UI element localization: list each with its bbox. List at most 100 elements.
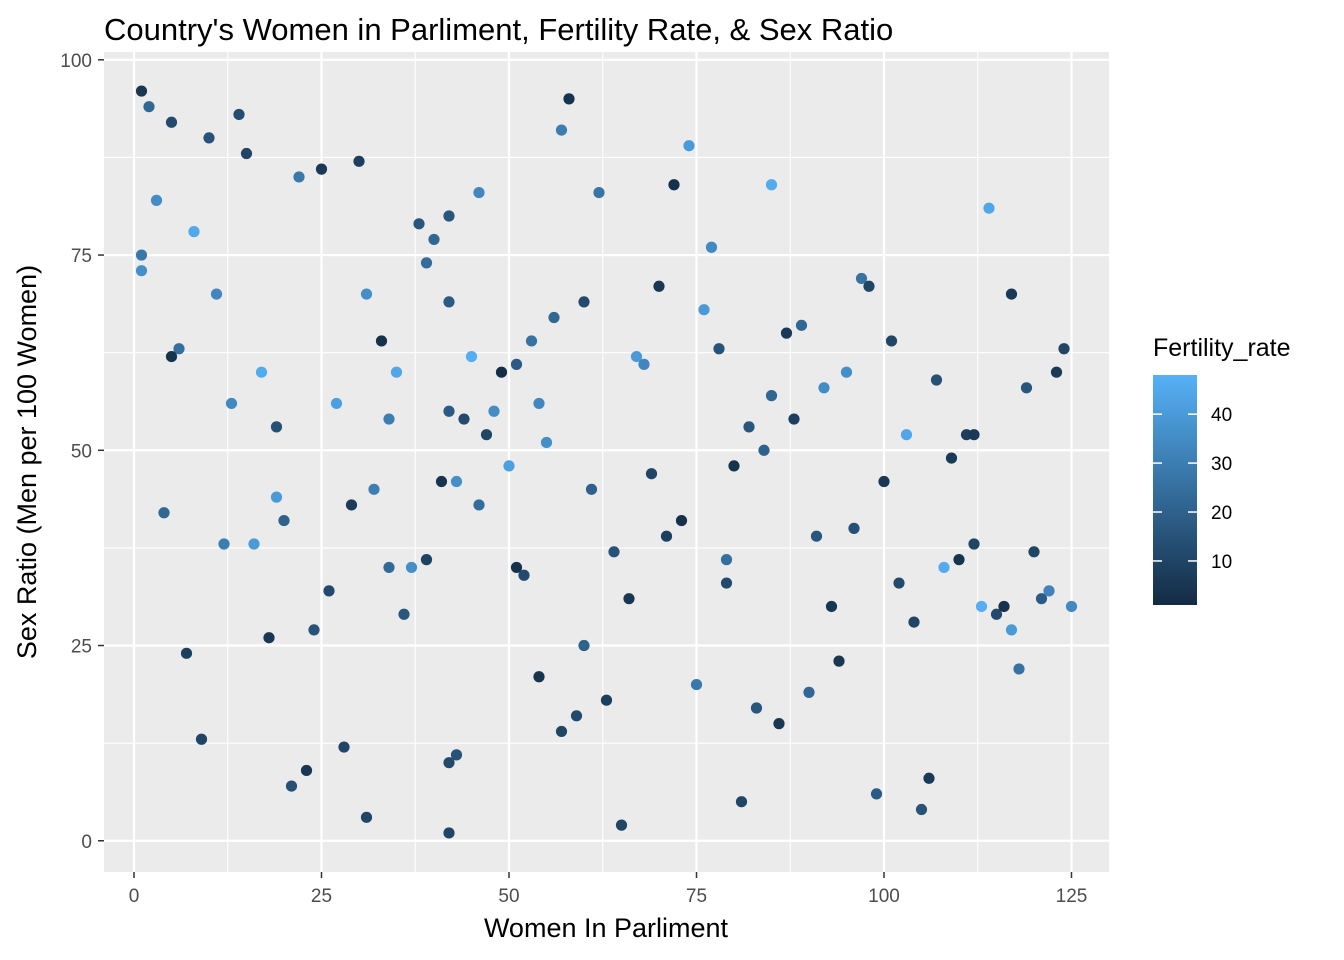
data-point bbox=[563, 93, 575, 105]
data-point bbox=[465, 350, 478, 363]
data-point bbox=[848, 522, 860, 534]
legend-colorbar bbox=[1153, 375, 1197, 605]
data-point bbox=[360, 288, 373, 300]
data-points bbox=[135, 85, 1078, 839]
data-point bbox=[1013, 663, 1025, 675]
data-point bbox=[773, 718, 785, 730]
data-point bbox=[345, 499, 358, 511]
data-point bbox=[458, 413, 470, 425]
data-point bbox=[135, 265, 148, 277]
data-point bbox=[443, 210, 455, 222]
axes: 0 25 50 75 100 125 0 25 50 75 100 bbox=[60, 51, 1087, 907]
data-point bbox=[675, 514, 688, 527]
data-point bbox=[420, 554, 433, 566]
data-point bbox=[510, 561, 523, 574]
data-point bbox=[1065, 600, 1078, 613]
data-point bbox=[353, 155, 365, 167]
data-point bbox=[585, 483, 598, 495]
data-point bbox=[308, 624, 320, 636]
data-point bbox=[218, 538, 230, 550]
data-point bbox=[480, 429, 493, 441]
data-point bbox=[248, 538, 260, 550]
data-point bbox=[908, 616, 920, 628]
data-point bbox=[338, 741, 350, 753]
data-point bbox=[923, 772, 935, 784]
data-point bbox=[270, 491, 283, 503]
data-point bbox=[518, 569, 530, 581]
data-point bbox=[893, 577, 905, 589]
y-tick-label: 75 bbox=[71, 246, 92, 267]
data-point bbox=[743, 421, 755, 433]
data-point bbox=[300, 764, 313, 777]
data-point bbox=[533, 671, 545, 683]
data-point bbox=[210, 288, 223, 300]
data-point bbox=[473, 499, 485, 511]
data-point bbox=[1028, 546, 1040, 558]
data-point bbox=[1043, 585, 1055, 597]
legend-break-label: 20 bbox=[1211, 503, 1232, 524]
data-point bbox=[968, 538, 980, 550]
data-point bbox=[630, 350, 643, 363]
data-point bbox=[428, 233, 440, 246]
data-point bbox=[188, 226, 200, 238]
data-point bbox=[383, 561, 395, 574]
data-point bbox=[758, 444, 770, 456]
y-tick-label: 25 bbox=[71, 637, 92, 658]
data-point bbox=[998, 600, 1010, 613]
data-point bbox=[863, 280, 875, 292]
data-point bbox=[930, 374, 943, 386]
data-point bbox=[818, 382, 830, 394]
data-point bbox=[420, 257, 433, 269]
data-point bbox=[443, 827, 455, 839]
data-point bbox=[713, 343, 725, 355]
data-point bbox=[495, 366, 508, 378]
data-point bbox=[383, 413, 395, 425]
data-point bbox=[1058, 343, 1070, 355]
data-point bbox=[855, 272, 868, 285]
legend: Fertility_rate 10 20 30 40 bbox=[1153, 334, 1291, 605]
data-point bbox=[1005, 288, 1018, 300]
data-point bbox=[503, 460, 515, 472]
data-point bbox=[825, 600, 838, 613]
data-point bbox=[435, 475, 448, 488]
data-point bbox=[240, 147, 253, 160]
data-point bbox=[900, 429, 913, 441]
y-tick-label: 0 bbox=[81, 832, 92, 853]
data-point bbox=[278, 514, 290, 527]
x-tick-label: 100 bbox=[868, 886, 900, 907]
data-point bbox=[533, 397, 545, 410]
data-point bbox=[323, 585, 335, 597]
data-point bbox=[540, 436, 553, 449]
data-point bbox=[473, 186, 485, 199]
data-point bbox=[195, 733, 208, 745]
data-point bbox=[870, 788, 883, 800]
legend-breaks: 10 20 30 40 bbox=[1153, 405, 1232, 573]
data-point bbox=[158, 507, 170, 519]
data-point bbox=[945, 452, 958, 464]
data-point bbox=[720, 554, 733, 566]
data-point bbox=[233, 108, 245, 121]
data-point bbox=[600, 694, 613, 706]
data-point bbox=[645, 468, 658, 480]
grid-lines bbox=[104, 52, 1109, 872]
data-point bbox=[150, 194, 163, 206]
data-point bbox=[840, 366, 853, 378]
data-point bbox=[780, 327, 793, 339]
x-tick-label: 125 bbox=[1056, 886, 1088, 907]
data-point bbox=[728, 460, 740, 472]
x-tick-label: 0 bbox=[129, 886, 140, 907]
data-point bbox=[1020, 382, 1033, 394]
x-tick-label: 50 bbox=[498, 886, 519, 907]
data-point bbox=[915, 803, 928, 816]
y-axis-title: Sex Ratio (Men per 100 Women) bbox=[12, 265, 42, 659]
data-point bbox=[165, 116, 178, 128]
data-point bbox=[690, 678, 703, 691]
data-point bbox=[173, 343, 185, 355]
data-point bbox=[990, 608, 1003, 620]
chart-title: Country's Women in Parliment, Fertility … bbox=[104, 12, 893, 47]
data-point bbox=[443, 405, 455, 417]
data-point bbox=[795, 319, 808, 331]
x-tick-label: 75 bbox=[686, 886, 707, 907]
x-tick-label: 25 bbox=[311, 886, 332, 907]
